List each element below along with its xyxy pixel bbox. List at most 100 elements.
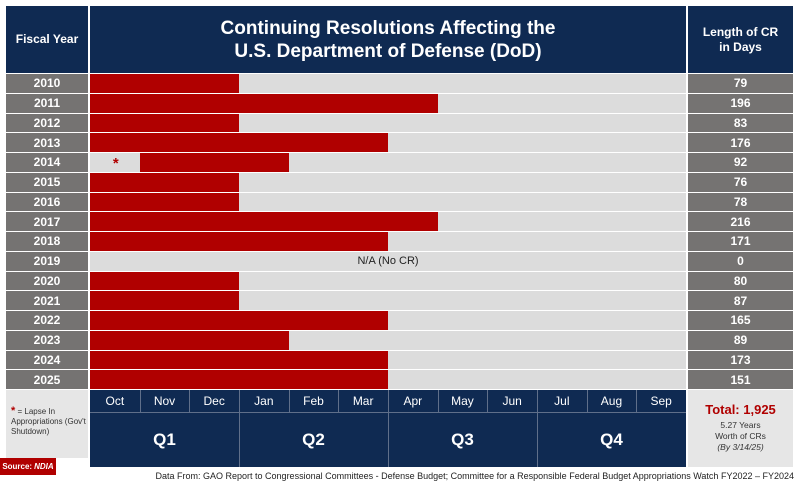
days-value: 80 xyxy=(688,271,793,291)
cr-bar xyxy=(90,330,289,350)
year-label: 2021 xyxy=(6,291,88,310)
cr-bar xyxy=(90,370,388,389)
year-label: 2014 xyxy=(6,153,88,172)
fiscal-year-header: Fiscal Year xyxy=(6,6,88,73)
quarter-divider xyxy=(537,390,538,467)
days-value: 216 xyxy=(688,212,793,231)
legend-text: = Lapse In Appropriations (Gov't Shutdow… xyxy=(11,407,86,436)
month-divider xyxy=(586,390,588,412)
quarter-divider xyxy=(388,390,389,467)
month-divider xyxy=(437,390,439,412)
cr-bar xyxy=(90,74,239,93)
month-tick-label: Oct xyxy=(105,394,125,408)
month-divider xyxy=(338,390,340,412)
year-label: 2011 xyxy=(6,93,88,113)
row-track xyxy=(90,291,686,310)
cr-bar xyxy=(90,172,239,192)
title-line-2: U.S. Department of Defense (DoD) xyxy=(234,40,542,62)
quarter-label: Q2 xyxy=(302,430,325,449)
total-worth: Worth of CRs xyxy=(715,431,766,441)
row-track xyxy=(90,74,686,93)
month-tick-label: Jan xyxy=(254,394,274,408)
legend-asterisk: * xyxy=(11,405,16,417)
month-tick-label: Jul xyxy=(554,394,570,408)
cr-bar xyxy=(90,350,388,370)
month-tick-label: Feb xyxy=(303,394,324,408)
quarter-label: Q1 xyxy=(153,430,176,449)
title-line-1: Continuing Resolutions Affecting the xyxy=(220,17,556,39)
row-track xyxy=(90,271,686,291)
cr-bar xyxy=(90,212,438,231)
year-label: 2018 xyxy=(6,232,88,251)
quarter-label: Q3 xyxy=(451,430,474,449)
total-label: Total: 1,925 xyxy=(705,402,776,417)
length-header: Length of CR in Days xyxy=(688,6,793,73)
legend-box: * = Lapse In Appropriations (Gov't Shutd… xyxy=(6,390,88,458)
days-value: 171 xyxy=(688,232,793,251)
month-tick-label: Sep xyxy=(650,394,672,408)
year-label: 2023 xyxy=(6,330,88,350)
total-years: 5.27 Years xyxy=(720,420,761,430)
days-value: 196 xyxy=(688,93,793,113)
year-label: 2015 xyxy=(6,172,88,192)
quarter-divider xyxy=(239,390,240,467)
days-value: 92 xyxy=(688,153,793,172)
year-label: 2012 xyxy=(6,113,88,133)
month-tick-label: Mar xyxy=(352,394,374,408)
year-label: 2024 xyxy=(6,350,88,370)
year-label: 2013 xyxy=(6,133,88,152)
days-value: 176 xyxy=(688,133,793,152)
axis-divider xyxy=(90,412,686,413)
quarter-label: Q4 xyxy=(600,430,623,449)
length-label-line-1: Length of CR xyxy=(702,24,779,39)
total-box: Total: 1,925 5.27 Years Worth of CRs (By… xyxy=(688,390,793,467)
cr-bar xyxy=(90,291,239,310)
cr-bar xyxy=(90,232,388,251)
year-label: 2017 xyxy=(6,212,88,231)
month-tick-label: Aug xyxy=(600,394,623,408)
cr-bar xyxy=(90,113,239,133)
legend-text-block: * = Lapse In Appropriations (Gov't Shutd… xyxy=(11,406,87,437)
row-track xyxy=(90,113,686,133)
year-label: 2020 xyxy=(6,271,88,291)
days-value: 78 xyxy=(688,192,793,212)
month-divider xyxy=(487,390,489,412)
cr-bar xyxy=(90,271,239,291)
cr-bar xyxy=(90,192,239,212)
shutdown-marker: * xyxy=(112,155,119,172)
chart-title: Continuing Resolutions Affecting the U.S… xyxy=(90,6,686,73)
month-divider xyxy=(189,390,191,412)
ndia-logo: NDIA xyxy=(34,462,54,471)
year-label: 2010 xyxy=(6,74,88,93)
days-value: 89 xyxy=(688,330,793,350)
month-divider xyxy=(139,390,141,412)
days-value: 87 xyxy=(688,291,793,310)
cr-bar xyxy=(90,93,438,113)
length-label-line-2: in Days xyxy=(719,39,762,54)
days-value: 165 xyxy=(688,311,793,330)
row-track xyxy=(90,251,686,271)
month-divider xyxy=(636,390,638,412)
days-value: 79 xyxy=(688,74,793,93)
cr-bar xyxy=(139,153,289,172)
year-label: 2019 xyxy=(6,251,88,271)
days-value: 83 xyxy=(688,113,793,133)
source-badge: Source: NDIA xyxy=(0,458,56,475)
month-divider xyxy=(288,390,290,412)
source-label: Source: xyxy=(2,462,33,471)
no-cr-note: N/A (No CR) xyxy=(357,255,419,268)
total-as-of: (By 3/14/25) xyxy=(717,442,764,452)
days-value: 0 xyxy=(688,251,793,271)
fiscal-year-label: Fiscal Year xyxy=(15,32,79,46)
month-tick-label: May xyxy=(451,394,474,408)
row-track xyxy=(90,192,686,212)
year-label: 2016 xyxy=(6,192,88,212)
year-label: 2025 xyxy=(6,370,88,389)
month-tick-label: Nov xyxy=(153,394,176,408)
month-tick-label: Jun xyxy=(502,394,522,408)
citation-footer: Data From: GAO Report to Congressional C… xyxy=(155,471,794,481)
x-axis-panel: Oct Nov Dec Jan Feb Mar Apr May Jun Jul Aug Sep Q1 Q… xyxy=(90,390,686,467)
days-value: 151 xyxy=(688,370,793,389)
year-label: 2022 xyxy=(6,311,88,330)
cr-bar xyxy=(90,311,388,330)
